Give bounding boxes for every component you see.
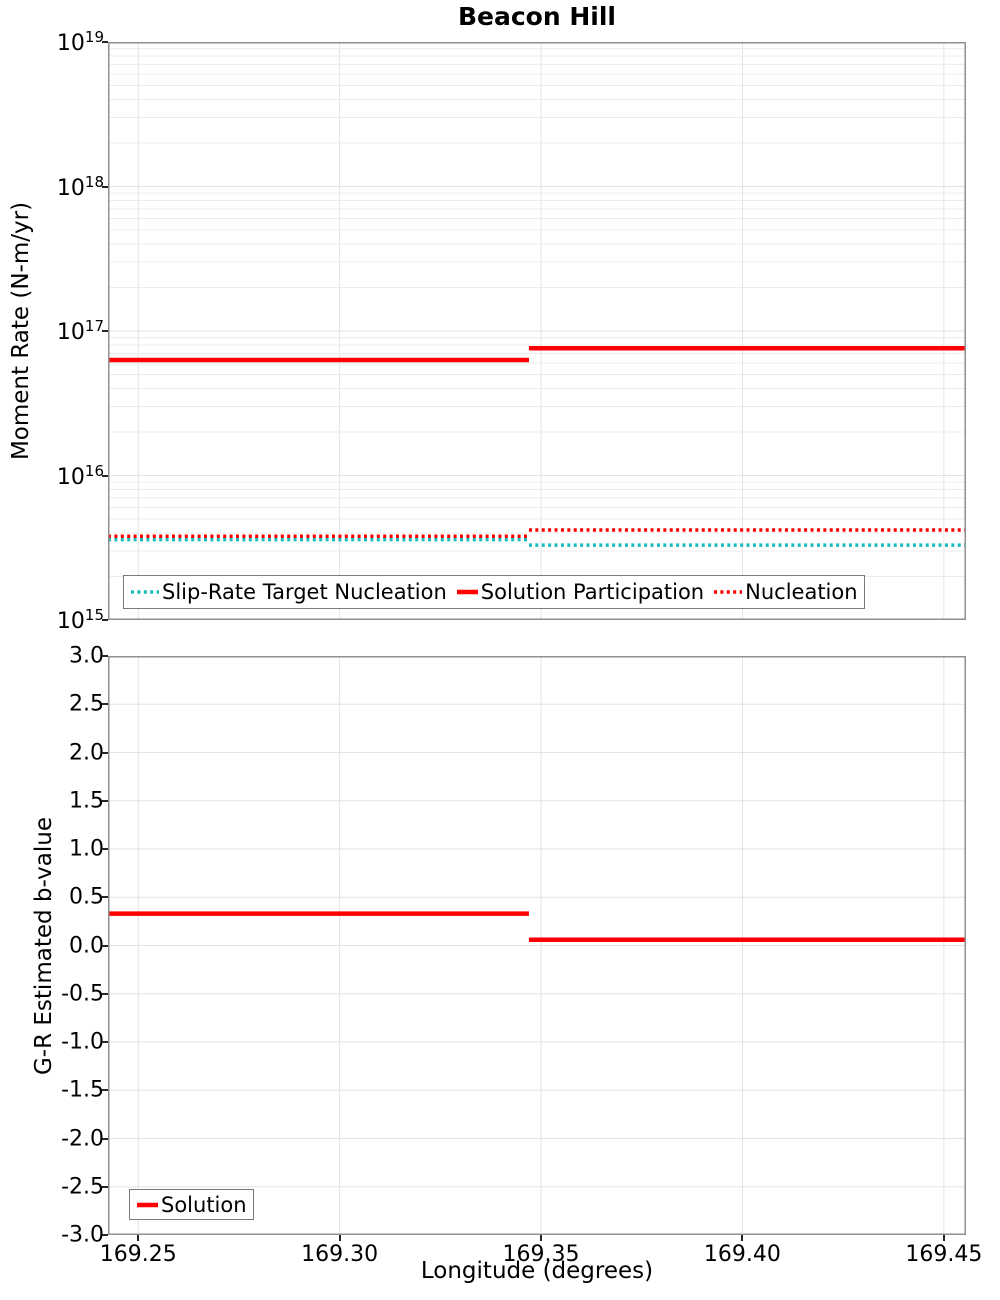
y-tick-mark — [102, 1137, 108, 1140]
y-tick-mark — [102, 848, 108, 850]
y-tick-label-bottom: -0.5 — [61, 981, 104, 1007]
legend-label: Solution Participation — [480, 580, 705, 604]
legend-label: Nucleation — [745, 580, 858, 604]
y-tick-mark — [102, 992, 108, 995]
x-tick-label: 169.45 — [905, 1242, 983, 1267]
top-plot — [108, 42, 966, 620]
y-tick-label-bottom: 0.0 — [69, 933, 104, 958]
legend-swatch-solid-icon — [137, 1202, 158, 1207]
x-tick-label: 169.40 — [703, 1242, 781, 1267]
legend-swatch-dotted-icon — [714, 590, 743, 594]
y-tick-mark — [102, 944, 108, 947]
top-legend: Slip-Rate Target Nucleation Solution Part… — [123, 575, 865, 609]
legend-item: Slip-Rate Target Nucleation — [130, 580, 447, 604]
legend-label: Solution — [161, 1192, 247, 1217]
plot-frame — [108, 42, 966, 620]
legend-item: Nucleation — [713, 580, 858, 604]
y-tick-label-bottom: 2.5 — [69, 691, 104, 717]
y-tick-label-bottom: -2.5 — [61, 1174, 104, 1200]
y-tick-mark — [102, 799, 108, 802]
y-tick-mark — [102, 1041, 108, 1043]
plot-frame — [108, 656, 966, 1235]
legend-item: Solution — [136, 1193, 247, 1217]
legend-label: Slip-Rate Target Nucleation — [162, 580, 447, 604]
y-tick-mark — [102, 703, 108, 706]
y-tick-mark — [102, 185, 108, 188]
x-tick-label: 169.25 — [99, 1242, 177, 1267]
y-tick-mark — [102, 474, 108, 477]
legend-swatch-dotted-icon — [131, 590, 159, 594]
y-tick-mark — [102, 41, 108, 43]
y-tick-label-top: 1015 — [56, 605, 104, 635]
bottom-plot — [108, 656, 966, 1235]
y-tick-label-top: 1019 — [56, 27, 104, 57]
y-tick-mark — [102, 619, 108, 621]
y-tick-mark — [102, 330, 108, 332]
y-tick-mark — [102, 1089, 108, 1092]
x-tick-mark — [137, 1235, 140, 1241]
y-tick-label-bottom: -1.0 — [61, 1029, 104, 1055]
y-tick-label-top: 1016 — [56, 461, 104, 490]
x-axis-label-longitude: Longitude (degrees) — [420, 1258, 654, 1284]
y-axis-label-moment-rate: Moment Rate (N-m/yr) — [8, 201, 34, 461]
chart-title: Beacon Hill — [457, 2, 616, 31]
y-tick-label-bottom: 0.5 — [69, 884, 104, 910]
x-tick-mark — [338, 1235, 341, 1241]
y-tick-label-top: 1017 — [56, 316, 104, 346]
y-tick-label-bottom: 3.0 — [69, 643, 104, 669]
y-tick-label-bottom: 1.0 — [69, 836, 104, 862]
x-tick-label: 169.30 — [301, 1242, 379, 1267]
y-tick-mark — [102, 1185, 108, 1188]
y-tick-mark — [102, 896, 108, 899]
y-tick-mark — [102, 655, 108, 657]
y-tick-mark — [102, 751, 108, 754]
y-tick-label-bottom: -2.0 — [61, 1126, 104, 1151]
y-tick-mark — [102, 1234, 108, 1236]
x-tick-mark — [741, 1235, 744, 1241]
y-tick-label-bottom: -1.5 — [61, 1077, 104, 1103]
bottom-legend: Solution — [129, 1189, 254, 1220]
x-tick-mark — [942, 1235, 945, 1241]
y-tick-label-bottom: 2.0 — [69, 740, 104, 765]
legend-swatch-solid-icon — [456, 589, 478, 595]
y-axis-label-b-value: G-R Estimated b-value — [31, 816, 57, 1076]
x-tick-mark — [540, 1235, 543, 1241]
x-tick-label: 169.35 — [502, 1242, 580, 1267]
y-tick-label-bottom: -3.0 — [61, 1222, 104, 1248]
y-tick-label-top: 1018 — [56, 172, 104, 201]
legend-item: Solution Participation — [456, 580, 704, 604]
y-tick-label-bottom: 1.5 — [69, 788, 104, 814]
